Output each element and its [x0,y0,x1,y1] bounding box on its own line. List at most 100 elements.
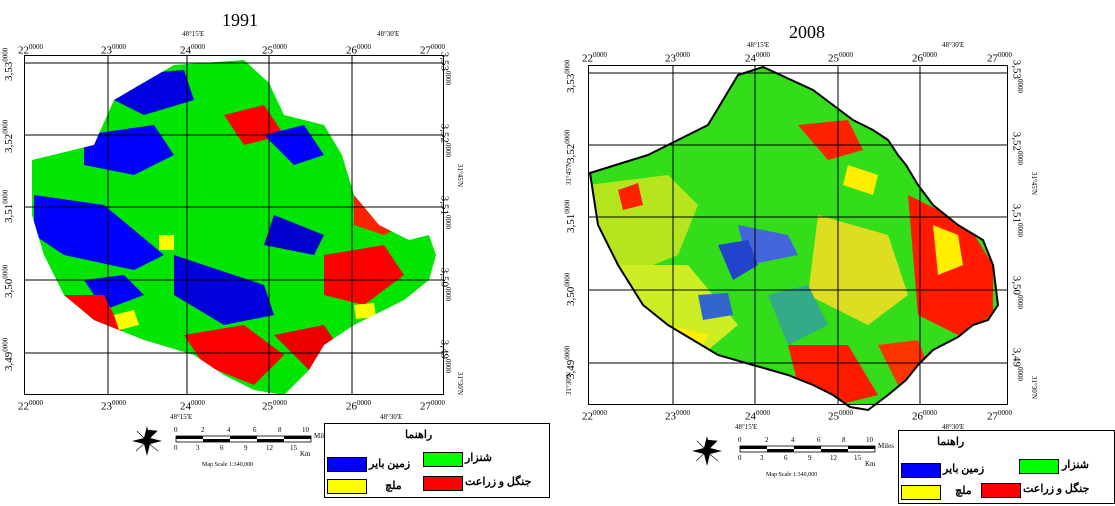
dms-right-label: 31°30'N [456,371,465,396]
scale-km-tick: 15 [290,444,297,452]
x-tick-label: 240000 [180,43,205,57]
x-tick-label: 240000 [180,399,205,413]
dms-bottom-label: 48°30'E [942,423,965,431]
scale-km-tick: 3 [760,454,764,462]
scale-miles-tick: 0 [738,436,742,444]
scale-miles-tick: 10 [866,436,873,444]
y-tick-label: 3,500000 [563,272,577,306]
x-tick-label: 250000 [262,399,287,413]
x-tick-label: 240000 [745,51,770,65]
map-scale-text: Map Scale 1:340,000 [766,472,818,478]
legend-swatch-barren [327,457,367,472]
scale-km-tick: 0 [174,444,178,452]
scale-bar [175,435,312,443]
y-tick-label: 3,490000 [1,337,15,371]
y-tick-label: 3,530000 [1,47,15,81]
north-arrow-icon [692,436,722,466]
y-tick-label: 3,500000 [1,264,15,298]
dms-right-label: 31°45'N [1030,171,1039,196]
dms-right-label: 31°30'N [1030,375,1039,400]
map-legend: راهنما شنزار زمین بایر جنگل و زراعت ملچ [324,423,550,498]
x-tick-label: 230000 [665,409,690,423]
land-cover-map [588,65,1008,412]
scale-km-tick: 6 [784,454,788,462]
scale-km-tick: 12 [830,454,837,462]
x-tick-label: 250000 [262,43,287,57]
y-tick-label: 3,520000 [1010,131,1024,165]
scale-miles-tick: 4 [227,426,231,434]
x-tick-label: 270000 [987,51,1012,65]
x-tick-label: 270000 [987,409,1012,423]
y-tick-label: 3,510000 [563,199,577,233]
map-scale-text: Map Scale 1:340,000 [202,462,254,468]
legend-label-barren: زمین بایر [943,463,985,475]
legend-label-sand: شنزار [1062,459,1089,471]
y-tick-label: 3,500000 [1010,275,1024,309]
scale-km-unit: Km [865,460,876,468]
scale-miles-tick: 6 [817,436,821,444]
scale-km-tick: 12 [266,444,273,452]
x-tick-label: 270000 [420,43,445,57]
legend-swatch-barren [901,463,941,478]
legend-swatch-forest [981,483,1021,498]
legend-title: راهنما [405,429,433,441]
legend-label-forest: جنگل و زراعت [465,476,532,488]
dms-bottom-label: 48°15'E [170,413,193,421]
legend-label-sand: شنزار [465,452,492,464]
scale-miles-tick: 4 [791,436,795,444]
dms-right-label: 31°45'N [456,163,465,188]
x-tick-label: 270000 [420,399,445,413]
scale-miles-tick: 2 [201,426,205,434]
x-tick-label: 260000 [912,51,937,65]
scale-miles-tick: 8 [278,426,282,434]
legend-swatch-mulch [327,479,367,494]
dms-bottom-label: 48°30'E [380,413,403,421]
scale-km-tick: 3 [196,444,200,452]
dms-top-label: 48°30'E [377,30,400,38]
x-tick-label: 250000 [828,51,853,65]
x-tick-label: 240000 [745,409,770,423]
dms-bottom-label: 48°15'E [735,423,758,431]
scale-miles-unit: Miles [878,442,894,450]
dms-top-label: 48°15'E [182,30,205,38]
dms-top-label: 48°30'E [942,41,965,49]
scale-miles-tick: 0 [174,426,178,434]
legend-label-barren: زمین بایر [369,458,411,470]
legend-swatch-sand [423,452,463,467]
map-year-title: 1991 [222,10,258,30]
map-panel-1991: 1991 48°15'E 48°30'E 220000 230000 24000… [1,10,550,498]
scale-miles-tick: 10 [302,426,309,434]
legend-label-mulch: ملچ [955,485,972,497]
scale-miles-tick: 8 [842,436,846,444]
legend-swatch-mulch [901,485,941,500]
legend-swatch-forest [423,476,463,491]
scale-km-tick: 9 [244,444,248,452]
x-tick-label: 250000 [828,409,853,423]
x-tick-label: 220000 [18,399,43,413]
map-year-title: 2008 [789,22,825,42]
x-tick-label: 230000 [665,51,690,65]
scale-km-tick: 15 [854,454,861,462]
x-tick-label: 260000 [912,409,937,423]
scale-km-unit: Km [300,450,311,458]
legend-swatch-sand [1019,459,1059,474]
x-tick-label: 230000 [101,43,126,57]
scale-miles-tick: 2 [765,436,769,444]
y-tick-label: 3,530000 [563,59,577,93]
x-tick-label: 260000 [346,43,371,57]
legend-title: راهنما [937,436,965,448]
y-tick-label: 3,530000 [1010,59,1024,93]
legend-label-forest: جنگل و زراعت [1023,483,1090,495]
scale-km-tick: 6 [220,444,224,452]
x-tick-label: 220000 [582,51,607,65]
scale-bar [739,445,876,453]
scale-miles-unit: Miles [314,432,330,440]
y-tick-label: 3,520000 [1,119,15,153]
dms-top-label: 48°15'E [747,41,770,49]
y-tick-label: 3,490000 [1010,347,1024,381]
y-tick-label: 3,510000 [1010,203,1024,237]
land-cover-map [24,55,444,395]
x-tick-label: 220000 [18,43,43,57]
map-panel-2008: 2008 48°15'E 48°30'E 220000 230000 24000… [560,0,1115,506]
dms-left-label: 31°45'N [565,161,574,186]
